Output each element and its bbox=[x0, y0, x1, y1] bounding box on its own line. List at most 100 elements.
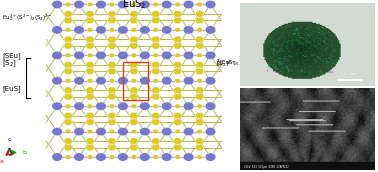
Circle shape bbox=[52, 153, 62, 161]
Circle shape bbox=[74, 77, 84, 85]
Circle shape bbox=[87, 28, 93, 32]
Circle shape bbox=[174, 17, 182, 24]
Circle shape bbox=[130, 11, 138, 17]
Circle shape bbox=[86, 144, 94, 151]
Circle shape bbox=[86, 138, 94, 144]
Circle shape bbox=[118, 127, 128, 136]
Circle shape bbox=[118, 0, 128, 9]
Text: Eu$_2^{3+}$(S$^{2-}$)$_2$(S$_2$)$^{2-}$: Eu$_2^{3+}$(S$^{2-}$)$_2$(S$_2$)$^{2-}$ bbox=[2, 13, 53, 23]
Text: 20kV  X33  500μm  0498  27APR/22: 20kV X33 500μm 0498 27APR/22 bbox=[244, 165, 288, 169]
Circle shape bbox=[205, 127, 216, 136]
Circle shape bbox=[74, 153, 84, 161]
Circle shape bbox=[183, 77, 194, 85]
Circle shape bbox=[161, 77, 172, 85]
Circle shape bbox=[131, 155, 137, 159]
Circle shape bbox=[161, 0, 172, 9]
Circle shape bbox=[74, 51, 84, 60]
Circle shape bbox=[87, 104, 93, 108]
Circle shape bbox=[52, 26, 62, 34]
Circle shape bbox=[139, 0, 150, 9]
Circle shape bbox=[86, 11, 94, 17]
Circle shape bbox=[205, 0, 216, 9]
Circle shape bbox=[174, 119, 182, 126]
Text: [S$_2$]$^{2-}$: [S$_2$]$^{2-}$ bbox=[216, 58, 237, 69]
Circle shape bbox=[96, 0, 106, 9]
Circle shape bbox=[108, 68, 116, 75]
Circle shape bbox=[152, 61, 160, 68]
Circle shape bbox=[108, 43, 116, 49]
Circle shape bbox=[87, 79, 93, 83]
Circle shape bbox=[74, 26, 84, 34]
Circle shape bbox=[174, 112, 182, 119]
Circle shape bbox=[108, 87, 116, 93]
Circle shape bbox=[96, 102, 106, 110]
Circle shape bbox=[65, 28, 71, 32]
Circle shape bbox=[183, 51, 194, 60]
Circle shape bbox=[130, 112, 138, 119]
Circle shape bbox=[118, 153, 128, 161]
Circle shape bbox=[109, 104, 115, 108]
Circle shape bbox=[152, 11, 160, 17]
Circle shape bbox=[96, 51, 106, 60]
Circle shape bbox=[87, 155, 93, 159]
Circle shape bbox=[195, 61, 204, 68]
Circle shape bbox=[175, 79, 181, 83]
Circle shape bbox=[130, 36, 138, 43]
Circle shape bbox=[195, 43, 204, 49]
Circle shape bbox=[153, 53, 159, 58]
Text: [SEu]: [SEu] bbox=[2, 52, 21, 59]
Circle shape bbox=[87, 129, 93, 134]
Circle shape bbox=[152, 138, 160, 144]
Circle shape bbox=[96, 77, 106, 85]
Circle shape bbox=[74, 0, 84, 9]
Circle shape bbox=[152, 144, 160, 151]
Circle shape bbox=[205, 153, 216, 161]
Circle shape bbox=[86, 17, 94, 24]
Circle shape bbox=[195, 93, 204, 100]
Circle shape bbox=[205, 51, 216, 60]
Circle shape bbox=[131, 79, 137, 83]
Circle shape bbox=[161, 153, 172, 161]
Circle shape bbox=[131, 129, 137, 134]
Circle shape bbox=[153, 2, 159, 7]
Circle shape bbox=[64, 17, 72, 24]
Circle shape bbox=[52, 127, 62, 136]
Circle shape bbox=[161, 51, 172, 60]
Circle shape bbox=[64, 119, 72, 126]
Circle shape bbox=[197, 155, 203, 159]
Circle shape bbox=[108, 93, 116, 100]
Circle shape bbox=[153, 28, 159, 32]
Circle shape bbox=[174, 68, 182, 75]
Circle shape bbox=[174, 61, 182, 68]
Circle shape bbox=[65, 79, 71, 83]
Circle shape bbox=[195, 112, 204, 119]
Circle shape bbox=[174, 144, 182, 151]
Circle shape bbox=[108, 36, 116, 43]
Circle shape bbox=[197, 53, 203, 58]
Circle shape bbox=[174, 11, 182, 17]
Circle shape bbox=[64, 43, 72, 49]
Circle shape bbox=[152, 68, 160, 75]
Circle shape bbox=[139, 153, 150, 161]
Circle shape bbox=[139, 77, 150, 85]
Circle shape bbox=[152, 36, 160, 43]
Circle shape bbox=[195, 138, 204, 144]
Circle shape bbox=[130, 68, 138, 75]
Circle shape bbox=[52, 51, 62, 60]
Circle shape bbox=[175, 129, 181, 134]
Circle shape bbox=[195, 87, 204, 93]
Circle shape bbox=[86, 87, 94, 93]
Circle shape bbox=[109, 155, 115, 159]
Circle shape bbox=[174, 43, 182, 49]
Text: b: b bbox=[22, 150, 26, 155]
Circle shape bbox=[64, 68, 72, 75]
Circle shape bbox=[86, 61, 94, 68]
Circle shape bbox=[131, 2, 137, 7]
Circle shape bbox=[108, 11, 116, 17]
Circle shape bbox=[96, 127, 106, 136]
Circle shape bbox=[86, 43, 94, 49]
Circle shape bbox=[131, 104, 137, 108]
Text: 2 mm: 2 mm bbox=[344, 72, 356, 76]
Circle shape bbox=[152, 17, 160, 24]
Circle shape bbox=[65, 104, 71, 108]
